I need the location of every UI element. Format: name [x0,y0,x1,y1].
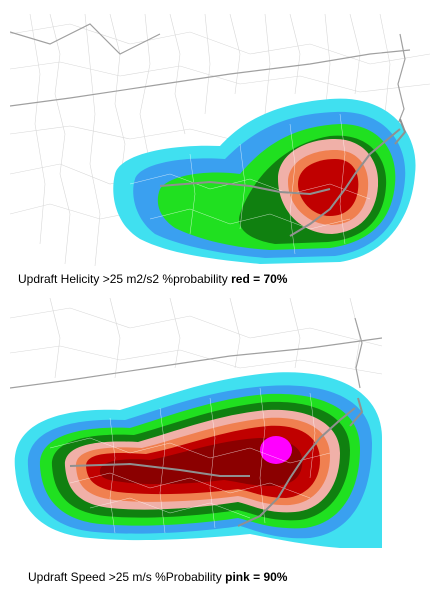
probability-contours [113,98,416,264]
caption-highlight: pink = 90% [225,570,288,584]
probability-map-speed [10,298,382,548]
coastline [69,397,364,527]
contour-level-8 [99,438,303,486]
caption-updraft-helicity: Updraft Helicity >25 m2/s2 %probability … [18,272,287,286]
probability-contours [14,372,382,548]
map-panel-updraft-speed [10,298,382,548]
county-lines [10,298,382,379]
caption-highlight: red = 70% [231,272,288,286]
contour-level-9-pink-90 [260,436,292,464]
county-lines [10,14,431,266]
probability-map-helicity [10,14,431,266]
state-borders [10,317,382,389]
map-panel-updraft-helicity [10,14,436,266]
state-borders [10,23,411,130]
county-overlay [49,387,331,534]
caption-updraft-speed: Updraft Speed >25 m/s %Probability pink … [28,570,287,584]
coastline [159,118,407,237]
caption-prefix: Updraft Helicity >25 m2/s2 %probability [18,272,232,286]
caption-prefix: Updraft Speed >25 m/s %Probability [28,570,226,584]
